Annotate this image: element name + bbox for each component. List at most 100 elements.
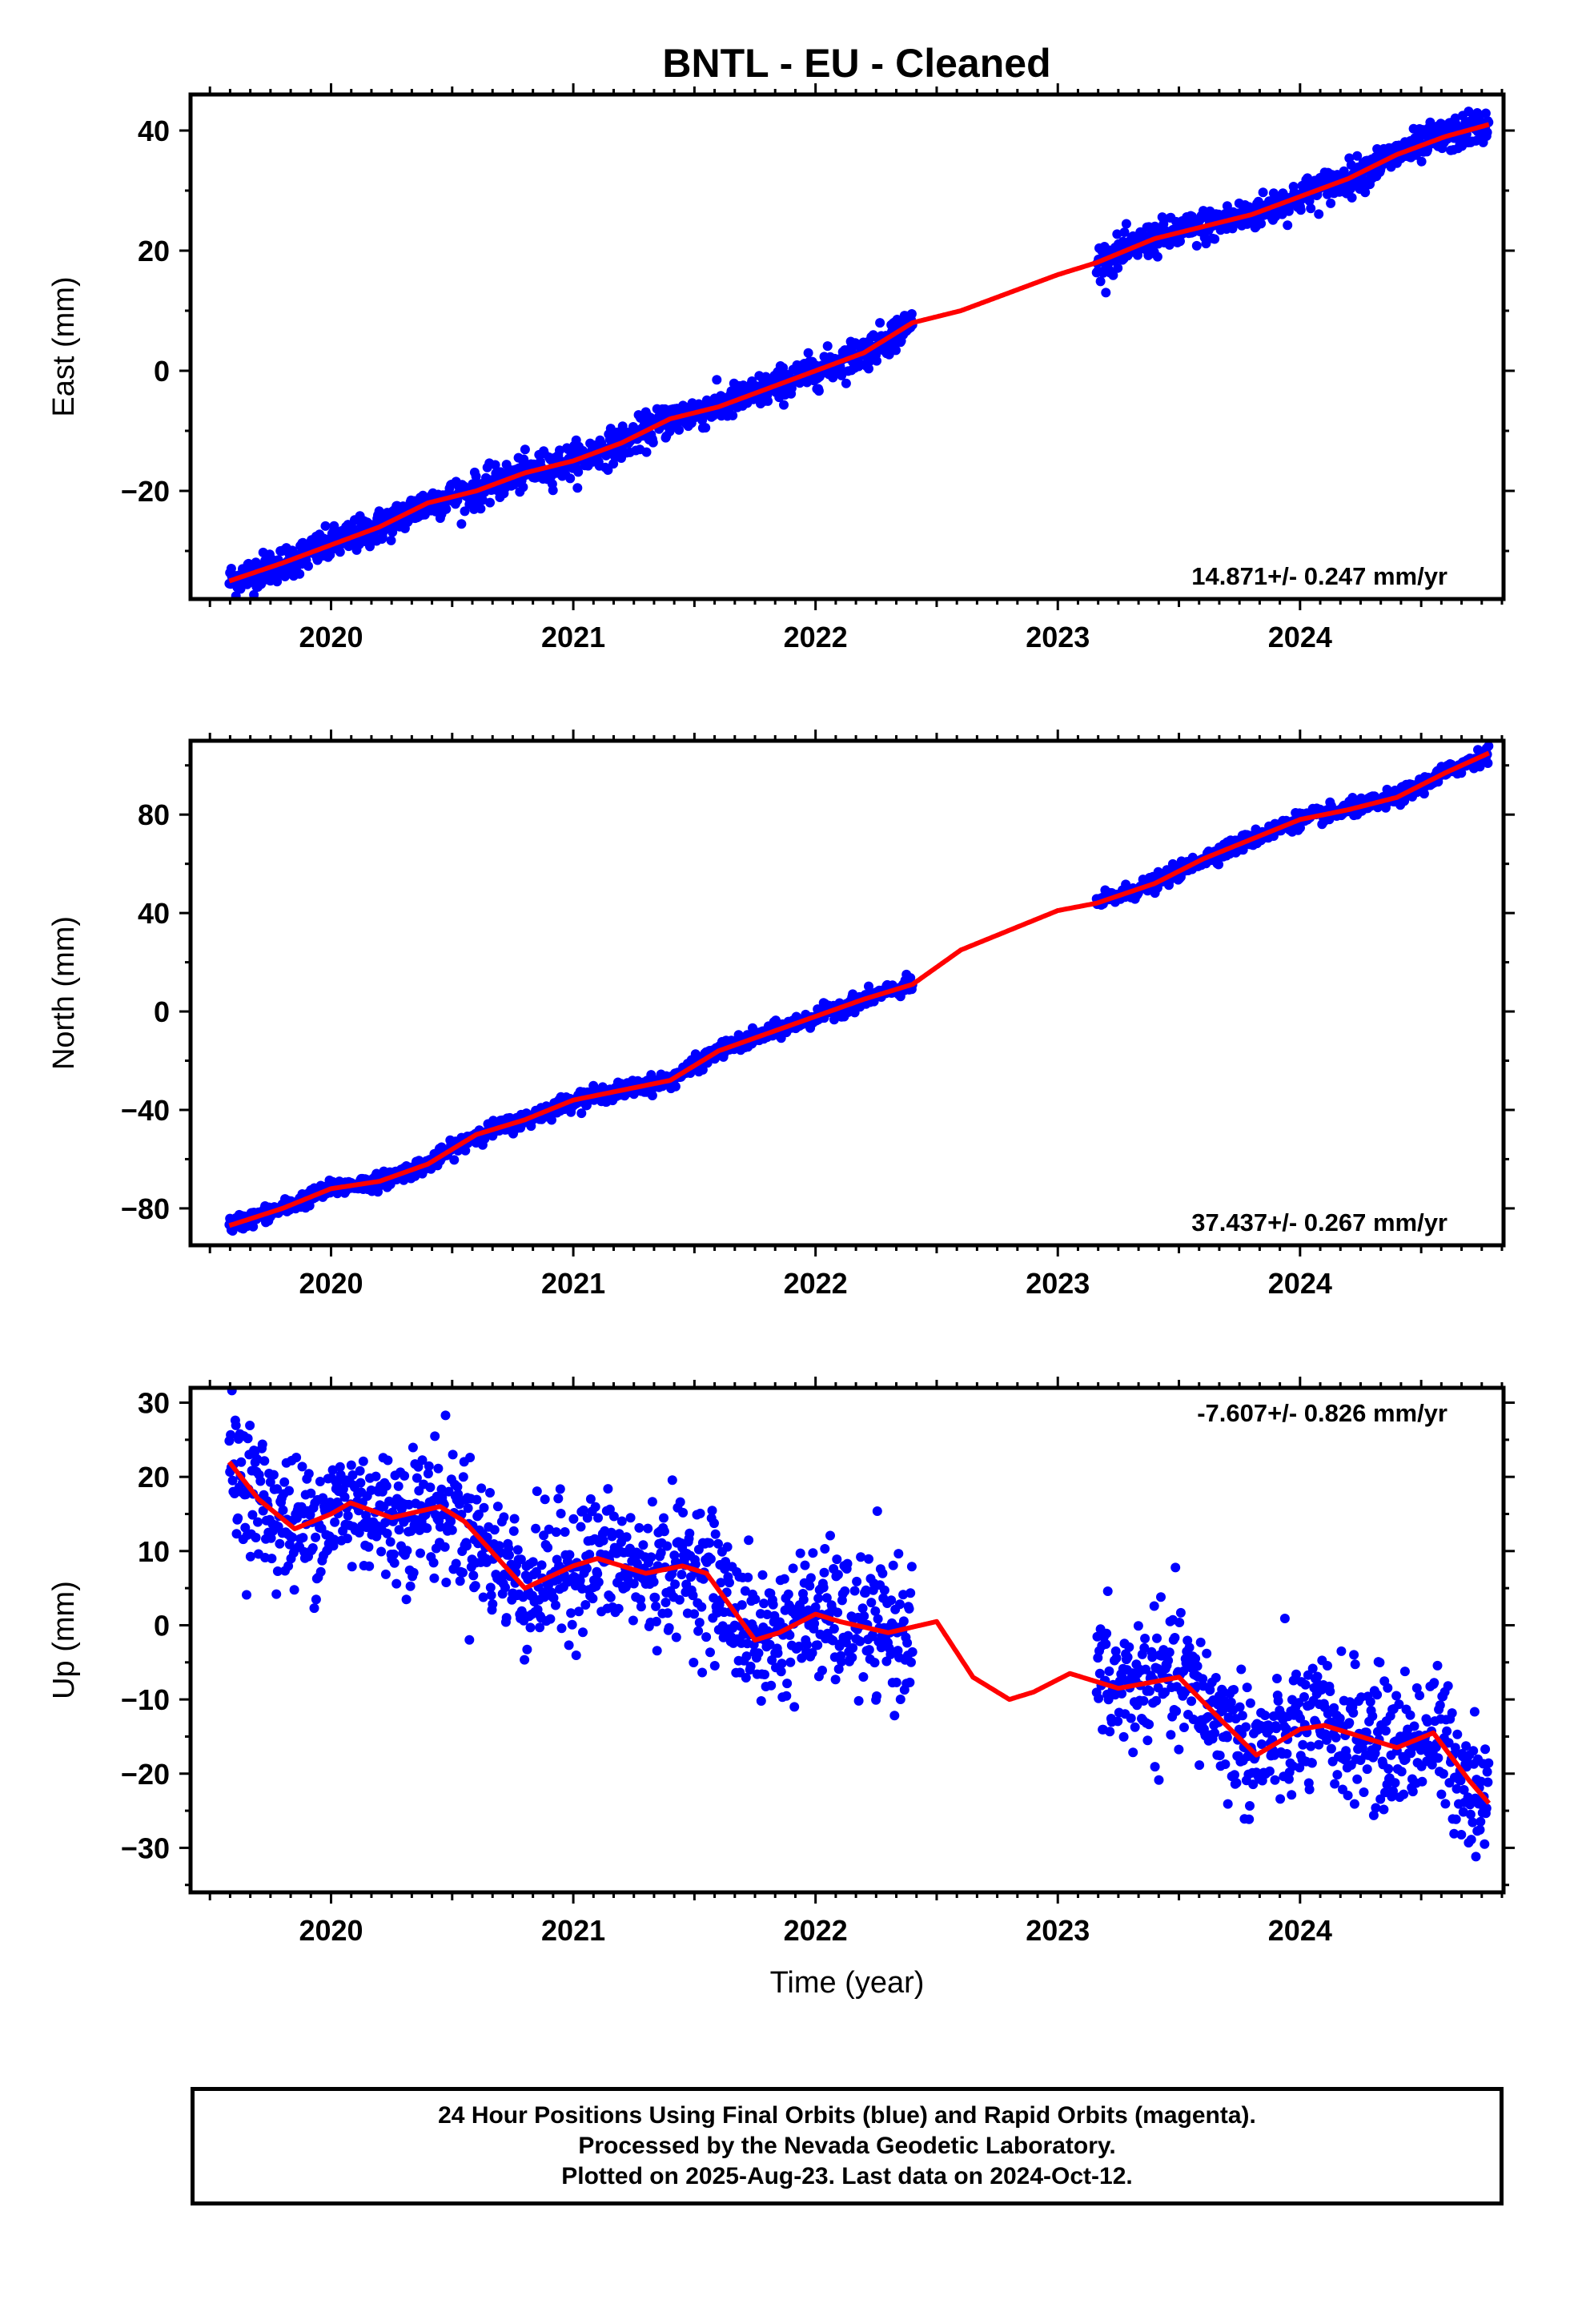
data-point — [701, 423, 711, 433]
data-point — [661, 1598, 671, 1607]
data-point — [1300, 1679, 1311, 1690]
data-point — [580, 1600, 591, 1610]
plot-frame — [188, 738, 1506, 1248]
data-point — [553, 1494, 564, 1504]
data-point — [651, 1601, 661, 1611]
data-point — [458, 1567, 468, 1578]
data-point — [647, 1091, 657, 1100]
data-point — [555, 1484, 565, 1494]
data-point — [1298, 1739, 1308, 1750]
data-point — [833, 1570, 843, 1580]
data-point — [847, 1652, 857, 1663]
data-point — [1170, 1562, 1181, 1573]
data-point — [859, 1611, 869, 1621]
data-point — [547, 1115, 556, 1125]
data-point — [592, 1569, 603, 1579]
data-point — [1142, 1735, 1153, 1746]
data-point — [490, 460, 500, 470]
data-point — [272, 1484, 283, 1494]
y-tick-label: −20 — [121, 475, 170, 508]
data-point — [656, 1548, 666, 1558]
data-point — [259, 1456, 270, 1466]
data-point — [265, 1477, 275, 1487]
data-point — [408, 1567, 419, 1578]
data-point — [590, 1502, 600, 1512]
data-point — [1343, 1791, 1353, 1800]
data-point — [578, 1505, 588, 1515]
data-point — [858, 1672, 869, 1682]
data-point — [701, 1632, 712, 1642]
data-point — [297, 1462, 307, 1472]
data-point — [303, 1469, 314, 1479]
fit-line — [227, 750, 1491, 1228]
data-point — [663, 1608, 673, 1618]
data-point — [243, 1433, 253, 1444]
data-point — [1214, 859, 1224, 870]
data-point — [512, 1545, 523, 1555]
data-point — [741, 1673, 751, 1683]
data-point — [833, 1664, 844, 1675]
data-point — [743, 1572, 753, 1582]
data-point — [794, 1641, 804, 1651]
data-point — [1105, 1727, 1115, 1737]
y-tick-label: 0 — [154, 355, 170, 388]
data-point — [848, 1642, 858, 1653]
data-point — [1117, 1688, 1127, 1699]
y-tick-label: −80 — [121, 1192, 170, 1225]
data-point — [1480, 108, 1491, 119]
data-point — [573, 467, 584, 477]
data-point — [291, 1453, 302, 1462]
data-point — [245, 1421, 255, 1430]
data-point — [315, 1566, 326, 1577]
data-point — [1175, 1607, 1186, 1618]
data-point — [613, 1603, 624, 1614]
data-point — [458, 1472, 468, 1482]
data-point — [636, 1602, 646, 1612]
data-point — [267, 1554, 277, 1564]
data-point — [320, 521, 331, 531]
data-point — [803, 348, 813, 358]
data-point — [551, 1527, 561, 1538]
data-point — [1295, 1763, 1305, 1773]
data-point — [1329, 1703, 1339, 1713]
data-point — [810, 1602, 821, 1612]
data-point — [1112, 229, 1122, 239]
data-point — [283, 1561, 294, 1571]
data-point — [757, 1570, 768, 1580]
data-point — [465, 1453, 476, 1462]
data-point — [773, 1648, 783, 1659]
data-point — [342, 1534, 352, 1544]
data-point — [311, 1532, 321, 1542]
data-point — [1179, 1723, 1189, 1732]
data-point — [271, 1589, 282, 1599]
data-point — [873, 1614, 883, 1624]
data-point — [819, 1567, 829, 1578]
data-point — [1147, 1652, 1158, 1663]
data-point — [455, 1576, 465, 1586]
data-point — [402, 1546, 412, 1556]
data-point — [1360, 187, 1371, 198]
north-data-points — [224, 741, 1494, 1236]
data-point — [453, 1489, 464, 1499]
data-point — [725, 1578, 734, 1588]
data-point — [1102, 1586, 1113, 1596]
data-point — [646, 1552, 656, 1562]
data-point — [1347, 793, 1358, 802]
data-point — [1198, 1674, 1208, 1684]
data-point — [1258, 187, 1268, 198]
data-point — [832, 1554, 842, 1565]
data-point — [710, 1529, 721, 1539]
data-point — [1144, 1719, 1154, 1730]
y-tick-label: −40 — [121, 1094, 170, 1127]
data-point — [564, 1640, 574, 1651]
data-point — [1186, 1696, 1197, 1707]
data-point — [744, 1535, 754, 1546]
data-point — [479, 1502, 489, 1513]
data-point — [470, 1581, 480, 1591]
data-point — [798, 1594, 809, 1605]
data-point — [1170, 1633, 1180, 1642]
data-point — [905, 1677, 915, 1687]
data-point — [462, 1541, 472, 1551]
data-point — [509, 1514, 520, 1524]
data-point — [1314, 1739, 1324, 1750]
